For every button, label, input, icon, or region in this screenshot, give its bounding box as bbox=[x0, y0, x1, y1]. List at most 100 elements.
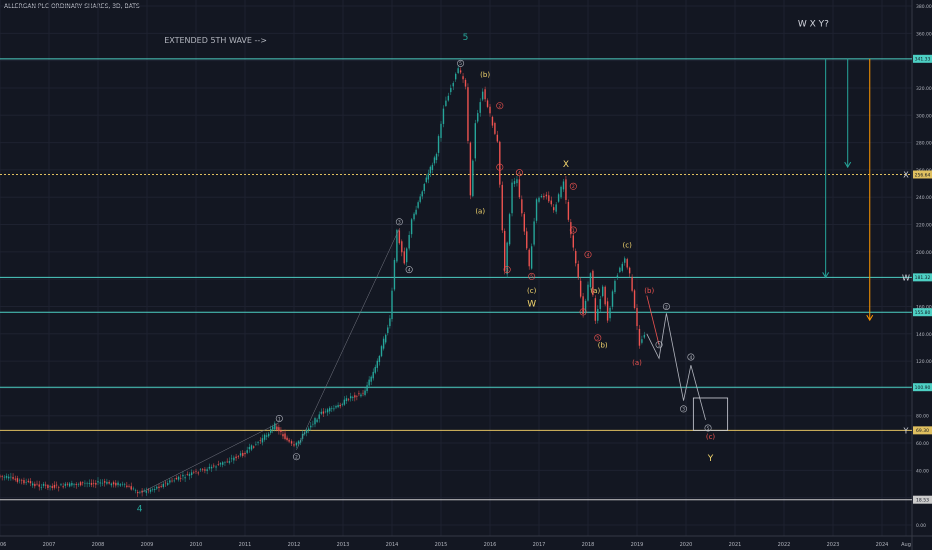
wave-annotation: (c) bbox=[623, 242, 633, 250]
level-price-tag bbox=[913, 308, 932, 317]
level-price-label: 69.30 bbox=[916, 428, 929, 434]
candle-body bbox=[318, 414, 320, 419]
candle-body bbox=[162, 483, 165, 487]
wave-annotation: 5 bbox=[463, 33, 469, 43]
candle-body bbox=[366, 385, 368, 391]
x-tick-label: 2020 bbox=[680, 542, 693, 548]
candle-body bbox=[177, 476, 180, 480]
candle-body bbox=[0, 475, 1, 477]
level-price-label: 100.90 bbox=[915, 385, 931, 391]
candle-body bbox=[270, 429, 272, 433]
candle-body bbox=[457, 68, 459, 74]
wave-circle-label: 1 bbox=[498, 165, 501, 171]
candle-body bbox=[164, 482, 167, 484]
wave-circle-label: 3 bbox=[682, 407, 685, 413]
level-price-tag bbox=[913, 426, 932, 435]
candle-body bbox=[350, 396, 352, 399]
candle-body bbox=[419, 196, 421, 202]
x-tick-label: 2024 bbox=[876, 542, 889, 548]
wave-annotation: 4 bbox=[137, 504, 143, 514]
candle-body bbox=[267, 433, 270, 437]
candle-body bbox=[364, 390, 366, 395]
candle-body bbox=[278, 427, 280, 432]
candle-body bbox=[494, 122, 496, 134]
candle-body bbox=[154, 489, 156, 491]
candle-body bbox=[29, 481, 32, 484]
candle-body bbox=[489, 106, 491, 114]
wave-circle-label: 2 bbox=[295, 455, 298, 461]
candle-body bbox=[97, 481, 99, 483]
candle-body bbox=[286, 437, 288, 441]
wave-circle bbox=[594, 334, 602, 342]
candle-body bbox=[372, 371, 374, 379]
candle-body bbox=[508, 214, 511, 245]
x-tick-label: 2023 bbox=[827, 542, 840, 548]
wave-annotation: (b) bbox=[644, 287, 654, 295]
candle-body bbox=[12, 477, 14, 479]
y-tick-label: 60.00 bbox=[916, 441, 929, 447]
candle-body bbox=[230, 458, 233, 460]
wave-annotation: (b) bbox=[598, 341, 608, 349]
x-tick-label: Aug bbox=[901, 542, 911, 548]
wave-circle bbox=[569, 226, 577, 234]
level-price-label: 341.33 bbox=[915, 57, 931, 63]
candle-body bbox=[222, 462, 224, 465]
candle-body bbox=[42, 483, 45, 486]
candle-body bbox=[274, 423, 276, 430]
candle-body bbox=[226, 461, 228, 463]
candle-body bbox=[126, 485, 128, 487]
candle-body bbox=[587, 284, 589, 301]
candle-body bbox=[511, 182, 513, 214]
candle-body bbox=[427, 173, 430, 180]
candle-body bbox=[92, 482, 95, 484]
candle-body bbox=[312, 423, 314, 425]
candle-body bbox=[413, 213, 415, 220]
candle-body bbox=[199, 469, 202, 471]
projection-path bbox=[646, 313, 706, 420]
candle-body bbox=[265, 435, 268, 437]
candle-body bbox=[284, 433, 286, 439]
candle-body bbox=[374, 366, 376, 373]
candle-body bbox=[5, 475, 8, 478]
candle-body bbox=[469, 142, 472, 196]
candle-body bbox=[584, 300, 587, 312]
candle-body bbox=[389, 318, 391, 327]
candle-body bbox=[263, 434, 266, 440]
wave-circle-label: 3 bbox=[582, 310, 585, 316]
candle-body bbox=[108, 482, 110, 484]
wave-annotation: EXTENDED 5TH WAVE --> bbox=[164, 36, 267, 45]
candle-body bbox=[516, 179, 518, 184]
candle-body bbox=[526, 231, 528, 249]
candle-body bbox=[282, 434, 284, 437]
candle-body bbox=[447, 95, 450, 101]
level-marker-label: X bbox=[903, 170, 909, 179]
candle-body bbox=[51, 486, 53, 488]
candle-body bbox=[290, 441, 293, 444]
x-tick-label: 2012 bbox=[288, 542, 301, 548]
candle-body bbox=[572, 235, 574, 248]
candle-body bbox=[156, 486, 158, 489]
candle-body bbox=[25, 481, 27, 483]
level-price-tag bbox=[913, 383, 932, 392]
wave-circle-label: 1 bbox=[278, 416, 281, 422]
candle-body bbox=[147, 489, 150, 491]
x-tick-label: 2009 bbox=[141, 542, 154, 548]
candle-body bbox=[528, 249, 530, 267]
candle-body bbox=[484, 89, 486, 100]
candle-body bbox=[132, 488, 135, 490]
candle-body bbox=[540, 195, 543, 198]
wave-circle-label: 4 bbox=[689, 355, 692, 361]
wave-circle bbox=[687, 353, 695, 361]
candle-body bbox=[288, 439, 290, 442]
level-price-tag bbox=[913, 495, 932, 504]
wave-circle bbox=[457, 59, 465, 67]
candle-body bbox=[513, 181, 516, 185]
candle-body bbox=[184, 477, 186, 479]
candle-body bbox=[343, 399, 346, 405]
candle-body bbox=[435, 153, 438, 161]
candle-body bbox=[322, 411, 325, 414]
candle-body bbox=[455, 73, 457, 80]
candle-body bbox=[60, 484, 62, 486]
x-tick-label: 2011 bbox=[239, 542, 252, 548]
